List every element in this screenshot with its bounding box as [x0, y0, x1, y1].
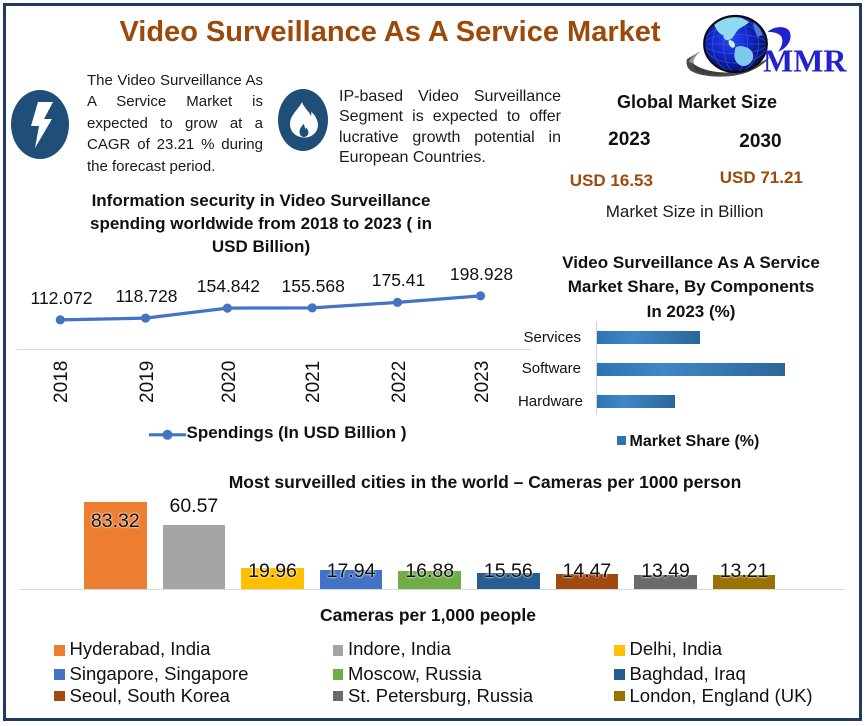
svg-text:MMR: MMR: [763, 43, 847, 79]
